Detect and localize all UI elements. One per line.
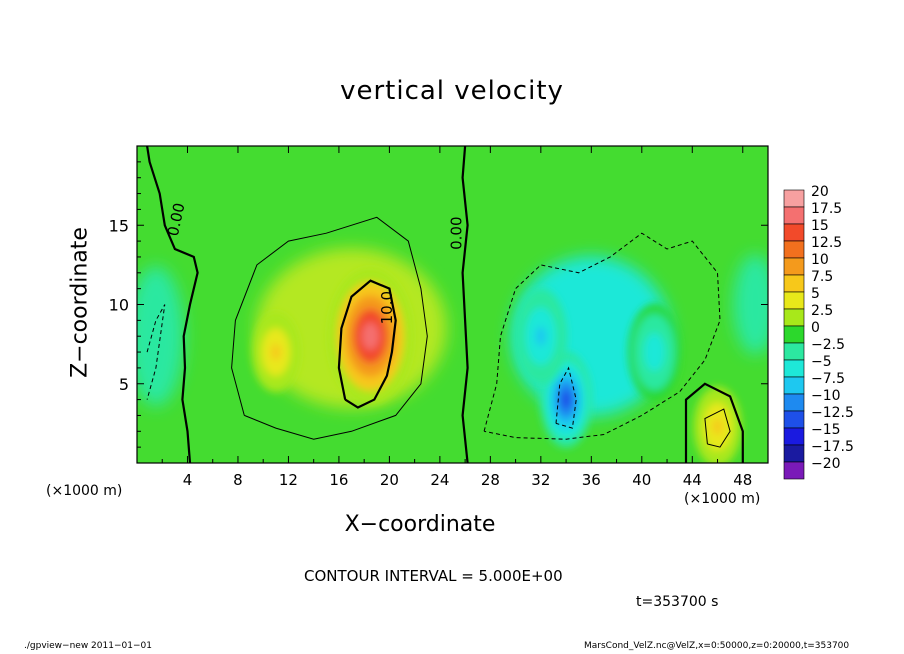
colorbar-swatch	[783, 223, 805, 242]
x-tick-label: 36	[582, 471, 601, 489]
colorbar-label: 0	[811, 320, 820, 336]
colorbar-label: 5	[811, 286, 820, 302]
colorbar-swatch	[783, 410, 805, 429]
colorbar-swatch	[783, 393, 805, 412]
colorbar-swatch	[783, 257, 805, 276]
colorbar-label: −12.5	[811, 405, 854, 421]
colorbar-swatch	[783, 308, 805, 327]
zero-contour-middle	[461, 146, 469, 463]
downdraft-feature-4	[514, 288, 567, 385]
x-tick-label: 8	[233, 471, 243, 489]
colorbar-swatch	[783, 189, 805, 208]
contour-neg10	[555, 366, 577, 429]
colorbar-swatch	[783, 376, 805, 395]
colorbar-swatch	[783, 342, 805, 361]
colorbar-label: −7.5	[811, 371, 845, 387]
colorbar-label: −15	[811, 422, 841, 438]
x-tick-label: 48	[733, 471, 752, 489]
colorbar-label: 15	[811, 218, 829, 234]
colorbar-swatch	[783, 427, 805, 446]
colorbar-swatch	[783, 274, 805, 293]
colorbar-swatch	[783, 359, 805, 378]
colorbar-label: 10	[811, 252, 829, 268]
contour-10	[337, 279, 397, 409]
x-tick-label: 40	[632, 471, 651, 489]
colorbar-label: 17.5	[811, 201, 842, 217]
x-tick-label: 28	[481, 471, 500, 489]
x-tick-label: 44	[683, 471, 702, 489]
weak-downdraft-left	[137, 266, 184, 407]
y-tick-label: 15	[109, 216, 129, 235]
x-axis: 4 8 12 16 20 24 28 32 36 40 44 48	[161, 146, 752, 489]
updraft-feature-1	[251, 312, 300, 393]
y-tick-label: 10	[109, 296, 129, 315]
contour-lines	[146, 146, 744, 463]
time-label: t=353700 s	[636, 594, 719, 610]
colorbar-label: 7.5	[811, 269, 833, 285]
field-background	[137, 146, 768, 463]
x-axis-label: X−coordinate	[344, 512, 496, 537]
footer-left: ./gpview−new 2011−01−01	[24, 641, 152, 651]
downdraft-feature-3	[540, 351, 593, 448]
colorbar-swatch	[783, 444, 805, 463]
heatmap-field	[137, 146, 768, 463]
x-tick-label: 12	[279, 471, 298, 489]
zero-contour-left	[146, 146, 199, 463]
contour-5	[231, 216, 428, 440]
x-unit-label-left: (×1000 m)	[46, 483, 123, 499]
y-tick-label: 5	[119, 375, 129, 394]
colorbar-label: −2.5	[811, 337, 845, 353]
x-tick-label: 24	[430, 471, 449, 489]
colorbar-swatch	[783, 461, 805, 480]
downdraft-feature-5	[628, 304, 681, 401]
x-tick-label: 32	[531, 471, 550, 489]
colorbar-swatch	[783, 325, 805, 344]
zero-contour-right	[684, 382, 744, 463]
contour-5-right	[704, 408, 731, 448]
x-tick-label: 16	[329, 471, 348, 489]
footer-right: MarsCond_VelZ.nc@VelZ,x=0:50000,z=0:2000…	[584, 641, 850, 651]
contour-label-2: 10.0	[378, 291, 396, 324]
contour-neg5-left	[146, 304, 166, 400]
colorbar-label: 12.5	[811, 235, 842, 251]
colorbar-label: −5	[811, 354, 832, 370]
contour-label-1: 0.00	[447, 216, 465, 249]
colorbar-label: −20	[811, 456, 841, 472]
updraft-feature-2	[693, 386, 742, 463]
y-axis-label: Z−coordinate	[67, 227, 93, 378]
x-tick-label: 4	[183, 471, 193, 489]
colorbar-label: −10	[811, 388, 841, 404]
y-axis: 5 10 15	[109, 161, 768, 448]
x-unit-label-right: (×1000 m)	[684, 491, 761, 507]
colorbar: 2017.51512.5107.552.50−2.5−5−7.5−10−12.5…	[783, 184, 854, 480]
x-tick-label: 20	[380, 471, 399, 489]
colorbar-swatch	[783, 240, 805, 259]
weak-downdraft-right	[733, 254, 768, 355]
colorbar-swatch	[783, 206, 805, 225]
colorbar-swatch	[783, 291, 805, 310]
colorbar-label: 2.5	[811, 303, 833, 319]
contour-interval-text: CONTOUR INTERVAL = 5.000E+00	[304, 567, 563, 585]
colorbar-label: 20	[811, 184, 829, 200]
colorbar-label: −17.5	[811, 439, 854, 455]
contour-neg5	[483, 232, 721, 440]
chart-title: vertical velocity	[340, 76, 564, 106]
